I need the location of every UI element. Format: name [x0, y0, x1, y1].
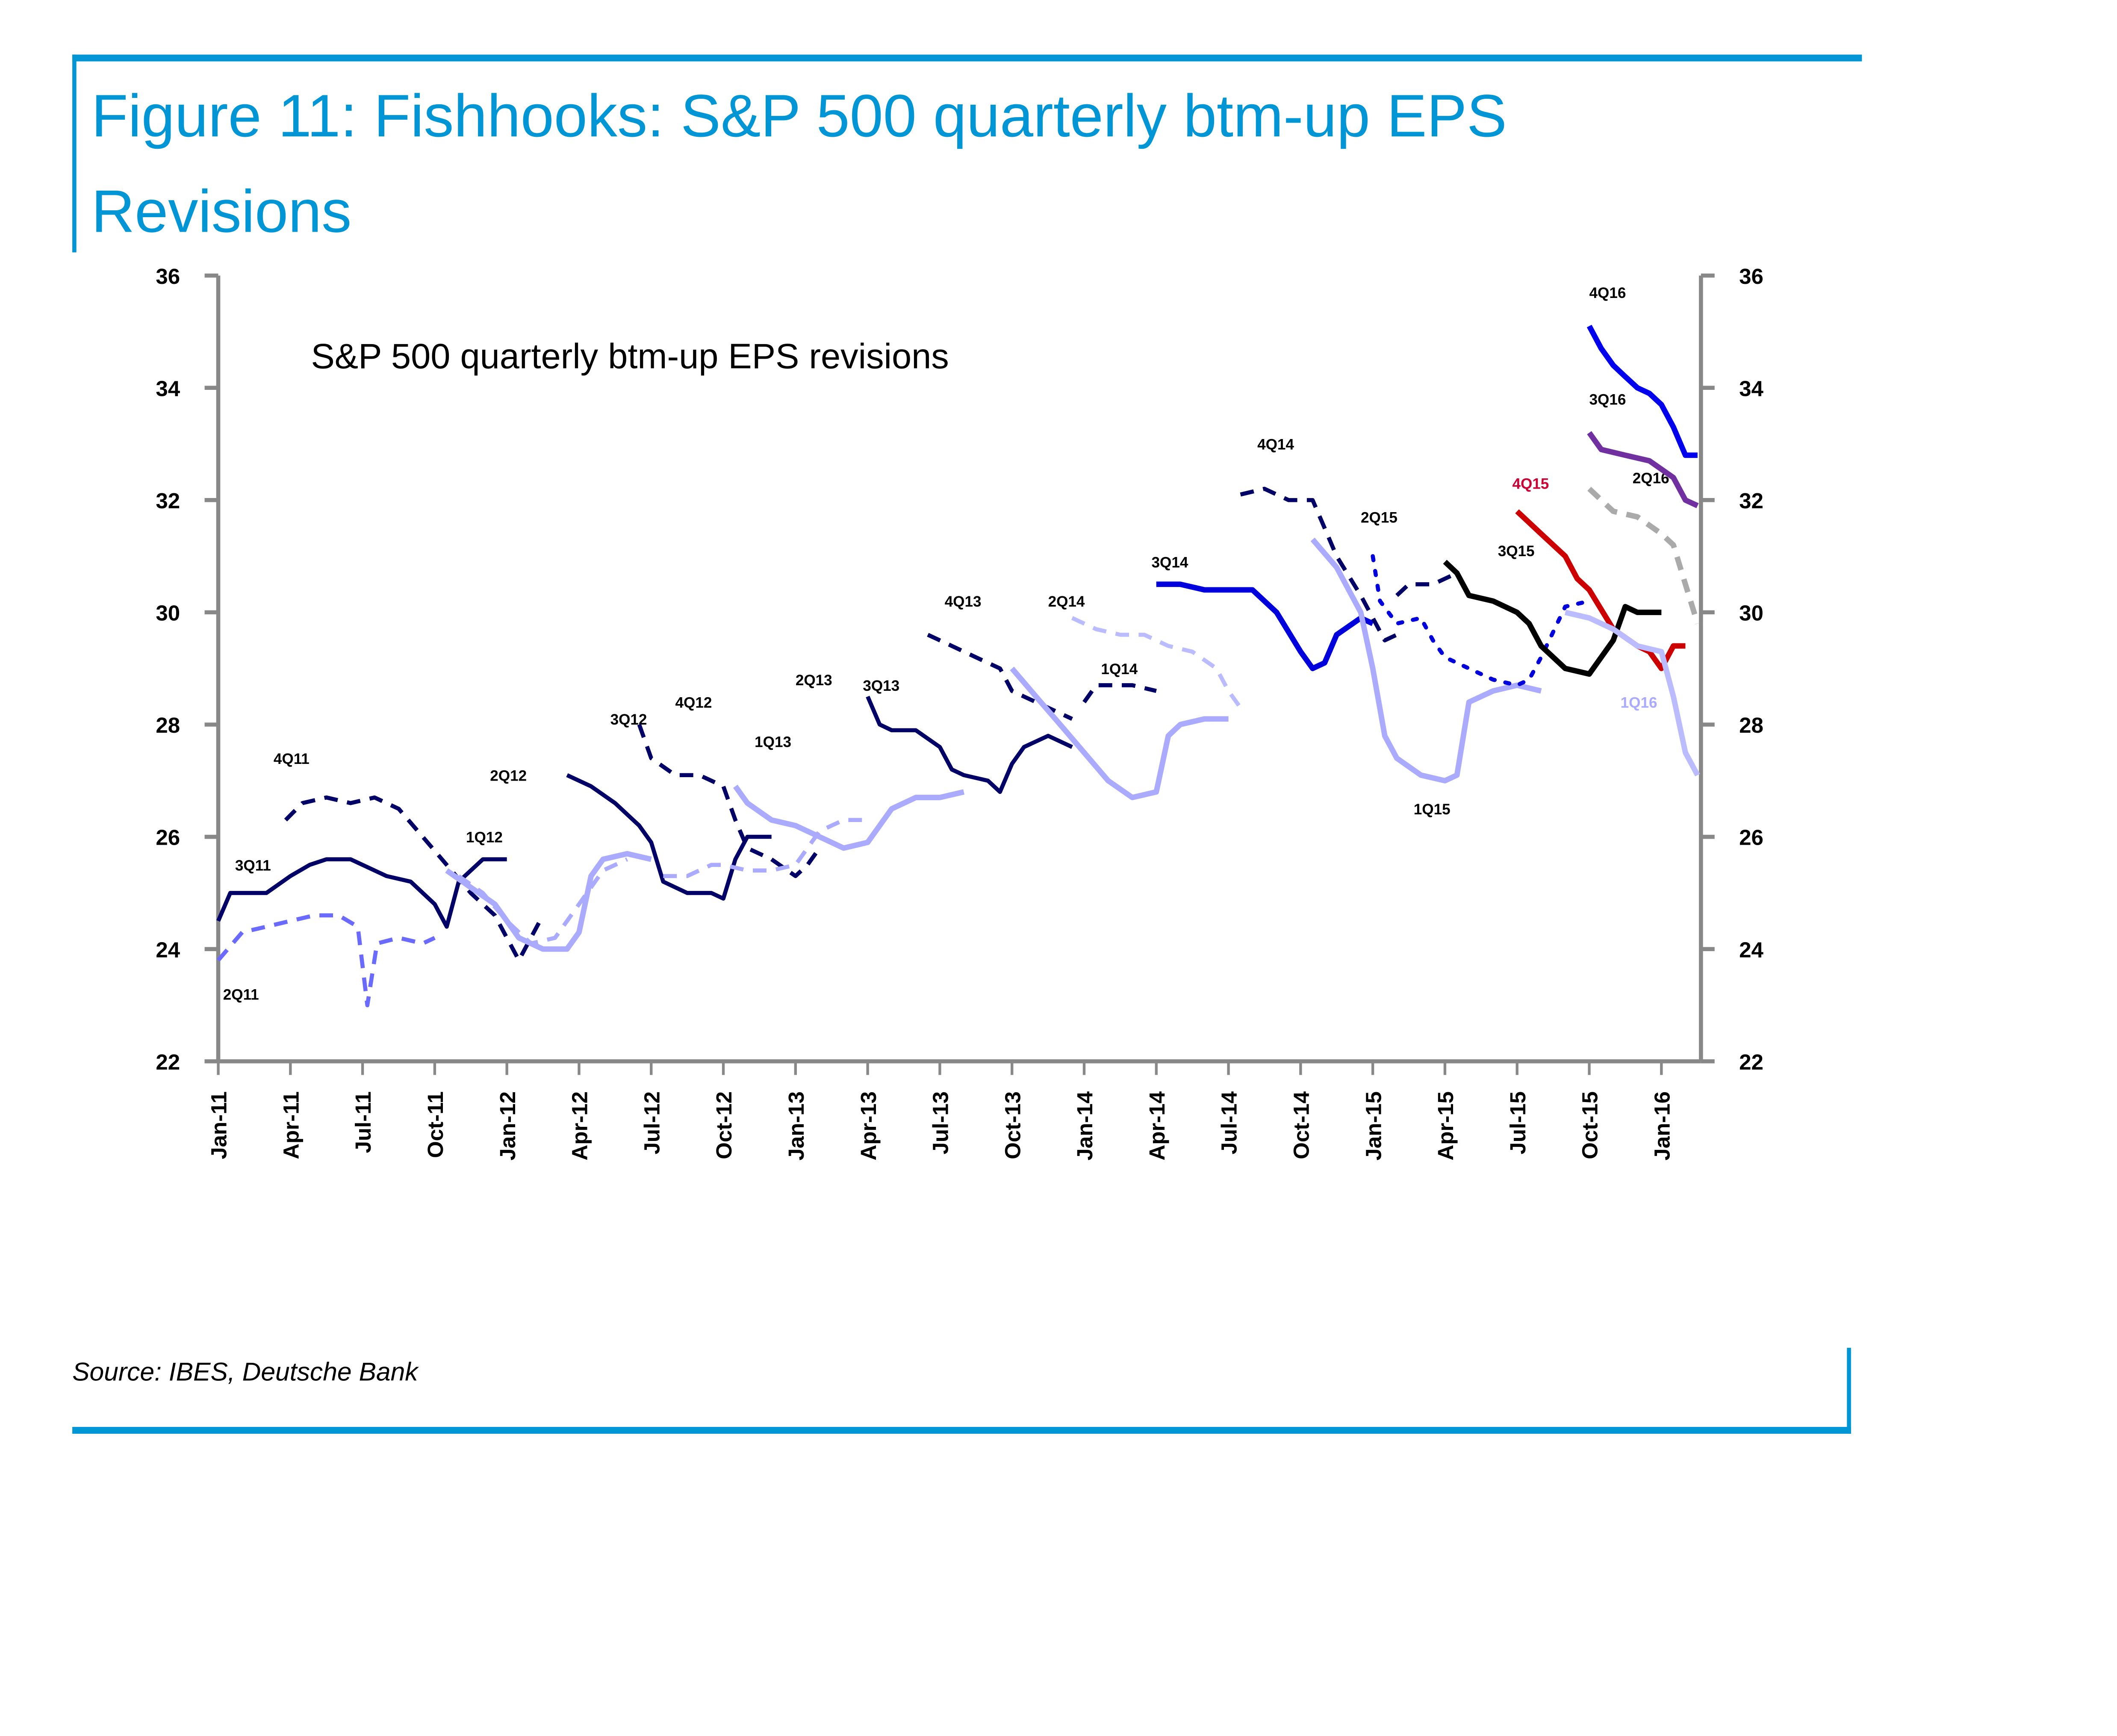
series-line-2q16: [1587, 486, 1700, 625]
series-line-2q14: [1071, 616, 1242, 709]
y-tick-label-left: 22: [156, 1050, 180, 1074]
series-label-3q15: 3Q15: [1498, 543, 1535, 560]
series-label-2q15: 2Q15: [1361, 509, 1398, 526]
series-label-4q13: 4Q13: [945, 593, 982, 610]
frame-right-bar: [1847, 1347, 1851, 1434]
y-tick-label-right: 26: [1739, 825, 1763, 850]
x-tick-label: Apr-13: [856, 1091, 881, 1161]
x-tick-label: Jan-14: [1073, 1091, 1097, 1160]
y-tick-label-left: 26: [156, 825, 180, 850]
series-line-4q12: [637, 724, 821, 878]
series-label-2q12: 2Q12: [490, 767, 527, 784]
x-tick-label: Apr-11: [279, 1091, 303, 1159]
source-note: Source: IBES, Deutsche Bank: [72, 1357, 419, 1386]
series-label-4q16: 4Q16: [1589, 285, 1626, 301]
series-line-3q13: [866, 696, 1073, 794]
series-line-2q12: [445, 851, 652, 952]
x-tick-label: Jan-11: [207, 1091, 231, 1159]
series-line-2q13: [733, 784, 965, 851]
series-label-1q13: 1Q13: [755, 734, 791, 750]
series-line-1q16: [1564, 610, 1700, 777]
series-line-1q15: [1310, 537, 1542, 784]
series-line-2q15: [1371, 554, 1592, 687]
y-tick-label-right: 30: [1739, 601, 1763, 625]
x-tick-label: Jul-15: [1506, 1091, 1530, 1155]
series-label-1q14: 1Q14: [1101, 661, 1138, 678]
series-label-2q11: 2Q11: [223, 986, 259, 1003]
x-tick-label: Jul-14: [1217, 1091, 1241, 1154]
series-label-2q14: 2Q14: [1048, 593, 1085, 610]
series-line-3q15: [1443, 560, 1662, 677]
figure-title-line1: Figure 11: Fishhooks: S&P 500 quarterly …: [91, 82, 1507, 149]
series-line-3q12: [566, 773, 772, 901]
series-line-3q14: [1156, 581, 1374, 672]
y-tick-label-left: 32: [156, 489, 180, 513]
series-label-3q16: 3Q16: [1589, 392, 1626, 408]
y-tick-label-right: 36: [1739, 264, 1763, 289]
y-tick-label-left: 30: [156, 601, 180, 625]
series-line-4q16: [1586, 324, 1698, 458]
x-tick-label: Apr-15: [1433, 1091, 1458, 1161]
series-line-1q14: [1082, 683, 1157, 704]
series-line-4q14: [1240, 486, 1398, 643]
series-line-1q13: [663, 818, 868, 878]
figure-title-line2: Revisions: [91, 177, 352, 245]
series-line-4q13: [927, 633, 1073, 721]
frame-left-bar: [72, 54, 77, 253]
x-tick-label: Jul-13: [929, 1091, 953, 1155]
series-label-1q15: 1Q15: [1414, 801, 1451, 818]
x-tick-label: Jan-15: [1361, 1091, 1386, 1161]
x-tick-label: Oct-11: [423, 1091, 448, 1158]
y-tick-label-right: 22: [1739, 1050, 1763, 1074]
y-tick-label-right: 28: [1739, 713, 1763, 737]
y-tick-label-right: 32: [1739, 489, 1763, 513]
x-tick-label: Apr-12: [568, 1091, 592, 1161]
x-tick-label: Jan-12: [495, 1091, 520, 1161]
x-tick-label: Oct-13: [1000, 1091, 1025, 1159]
y-tick-label-left: 34: [156, 376, 180, 401]
x-tick-label: Jan-13: [784, 1091, 808, 1161]
series-label-4q12: 4Q12: [675, 695, 712, 711]
x-tick-label: Apr-14: [1145, 1091, 1169, 1160]
frame-top-bar: [72, 54, 1862, 62]
y-tick-label-right: 34: [1739, 376, 1763, 401]
chart-inner-title: S&P 500 quarterly btm-up EPS revisions: [311, 336, 949, 376]
series-label-1q12: 1Q12: [466, 829, 503, 846]
frame-bottom-bar: [72, 1427, 1851, 1434]
series-line-2q15b: [1395, 571, 1458, 597]
x-tick-label: Jan-16: [1650, 1091, 1674, 1161]
x-tick-label: Jul-11: [351, 1091, 375, 1153]
x-tick-label: Oct-12: [712, 1091, 736, 1159]
series-label-3q13: 3Q13: [863, 678, 899, 694]
series-label-3q14: 3Q14: [1152, 554, 1188, 571]
x-tick-label: Oct-15: [1578, 1091, 1602, 1159]
y-tick-label-left: 24: [156, 937, 180, 962]
series-label-4q11: 4Q11: [274, 751, 310, 767]
series-line-2q11: [216, 913, 436, 1008]
x-tick-label: Oct-14: [1289, 1091, 1314, 1159]
y-tick-label-left: 28: [156, 713, 180, 737]
series-label-3q11: 3Q11: [235, 857, 271, 874]
series-line-1q13b: [1010, 666, 1229, 800]
series-label-4q14: 4Q14: [1257, 436, 1294, 453]
x-tick-label: Jul-12: [640, 1091, 664, 1155]
series-label-1q16: 1Q16: [1621, 695, 1657, 711]
series-line-1q12: [457, 857, 628, 946]
series-line-3q11: [216, 857, 507, 929]
series-label-2q13: 2Q13: [796, 672, 832, 689]
series-label-4q15: 4Q15: [1512, 476, 1549, 492]
series-line-3q16: [1587, 431, 1699, 508]
plot-area: 22 22 24 24 26 26 28 28 30 30 32 32 34 34 36 36 Jan-11 Ap…: [156, 264, 1763, 1161]
y-tick-label-right: 24: [1739, 937, 1763, 962]
y-tick-label-left: 36: [156, 264, 180, 289]
series-line-4q11: [284, 795, 545, 963]
